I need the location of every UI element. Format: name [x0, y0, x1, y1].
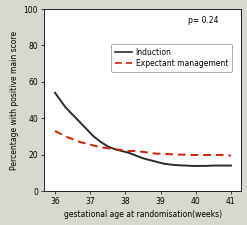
Text: p= 0.24: p= 0.24 [188, 16, 219, 25]
Y-axis label: Percentage with positive main score: Percentage with positive main score [10, 30, 20, 170]
Legend: Induction, Expectant management: Induction, Expectant management [111, 44, 232, 72]
X-axis label: gestational age at randomisation(weeks): gestational age at randomisation(weeks) [64, 210, 222, 219]
